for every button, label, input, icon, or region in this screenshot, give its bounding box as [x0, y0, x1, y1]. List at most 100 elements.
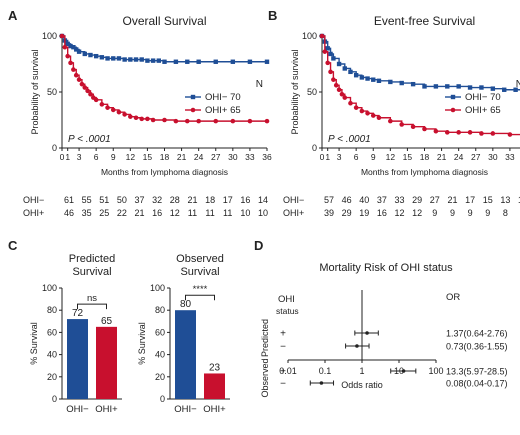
data-point: [479, 85, 484, 90]
data-point: [331, 56, 336, 61]
bar-value-label: 65: [101, 316, 113, 327]
x-tick-label: 33: [505, 152, 515, 162]
data-point: [410, 81, 416, 87]
x-tick-label: 33: [245, 152, 255, 162]
risk-count: 16: [152, 208, 162, 218]
y-tick-label: 60: [47, 327, 57, 337]
data-point: [88, 52, 93, 58]
risk-count: 33: [395, 195, 405, 205]
x-tick-label: 30: [228, 152, 238, 162]
data-point: [110, 107, 116, 113]
risk-count: 61: [64, 195, 74, 205]
legend-entry: OHI− 70: [465, 92, 501, 103]
data-point: [213, 59, 218, 64]
bar: [96, 326, 117, 399]
x-tick-label: 21: [437, 152, 447, 162]
risk-count: 35: [82, 208, 92, 218]
data-point: [333, 82, 339, 88]
y-tick-label: 100: [150, 283, 165, 293]
x-axis-label: Months from lymphoma diagnosis: [101, 167, 228, 177]
data-point: [185, 59, 190, 64]
data-point: [196, 118, 201, 124]
x-tick-label: 15: [143, 152, 153, 162]
data-point: [139, 57, 144, 62]
data-point: [150, 58, 156, 63]
legend-swatch: [450, 107, 456, 113]
y-tick-label: 80: [47, 305, 57, 315]
data-point: [76, 77, 82, 82]
y-tick-label: 50: [47, 87, 57, 97]
data-point: [445, 84, 450, 89]
data-point: [99, 55, 105, 60]
bar-value-label: 80: [180, 299, 192, 310]
data-point: [342, 66, 347, 71]
data-point: [133, 57, 139, 62]
x-axis-label: Odds ratio: [341, 380, 383, 390]
chart-title: Overall Survival: [122, 14, 206, 28]
risk-count: 17: [465, 195, 475, 205]
significance-label: ****: [193, 284, 208, 295]
x-tick-label: 6: [354, 152, 359, 162]
data-point: [247, 59, 253, 64]
data-point: [116, 109, 122, 115]
data-point: [162, 117, 167, 123]
legend-title: N: [256, 79, 263, 90]
risk-count: 12: [170, 208, 180, 218]
risk-count: 19: [359, 208, 369, 218]
y-tick-label: 100: [302, 31, 317, 41]
data-point: [325, 60, 330, 66]
row-header: status: [276, 306, 299, 316]
data-point: [353, 105, 359, 110]
risk-count: 28: [170, 195, 180, 205]
x-tick-label: 9: [111, 152, 116, 162]
data-point: [325, 46, 330, 51]
risk-count: 51: [99, 195, 109, 205]
x-tick-label: 3: [337, 152, 342, 162]
or-point: [355, 344, 359, 348]
chart-title: Observed: [176, 253, 224, 265]
y-tick-label: 40: [155, 350, 165, 360]
x-tick-label: 1: [325, 152, 330, 162]
legend-swatch: [190, 94, 196, 100]
risk-count: 13: [500, 195, 510, 205]
risk-count: 10: [518, 195, 520, 205]
data-point: [467, 85, 473, 90]
panel-letter: C: [8, 238, 18, 253]
x-tick-label: 0.01: [279, 366, 297, 376]
data-point: [122, 112, 127, 117]
risk-count: 39: [324, 208, 334, 218]
y-tick-label: 60: [155, 327, 165, 337]
risk-count: 22: [117, 208, 127, 218]
y-tick-label: 0: [160, 394, 165, 404]
data-point: [128, 114, 133, 119]
data-point: [264, 59, 270, 64]
row-sign: +: [280, 329, 286, 340]
x-tick-label: 24: [194, 152, 204, 162]
data-point: [490, 131, 496, 136]
data-point: [76, 49, 82, 54]
data-point: [433, 128, 439, 134]
data-point: [328, 69, 333, 75]
x-tick-label: OHI+: [203, 404, 226, 415]
data-point: [371, 77, 376, 82]
x-tick-label: 9: [371, 152, 376, 162]
chart-title: Survival: [72, 266, 111, 278]
data-point: [213, 118, 219, 124]
survival-curve: [322, 35, 520, 91]
x-tick-label: 0: [320, 152, 325, 162]
data-point: [444, 130, 450, 135]
y-tick-label: 0: [52, 143, 57, 153]
bar-value-label: 72: [72, 308, 84, 319]
data-point: [422, 126, 427, 132]
panel-letter: B: [268, 8, 277, 23]
data-point: [388, 79, 393, 85]
risk-count: 27: [430, 195, 440, 205]
data-point: [74, 47, 79, 52]
risk-count: 40: [359, 195, 369, 205]
data-point: [173, 59, 179, 64]
x-tick-label: OHI−: [174, 404, 197, 415]
data-point: [365, 110, 370, 116]
risk-count: 17: [223, 195, 233, 205]
risk-count: 9: [432, 208, 437, 218]
data-point: [319, 33, 325, 39]
